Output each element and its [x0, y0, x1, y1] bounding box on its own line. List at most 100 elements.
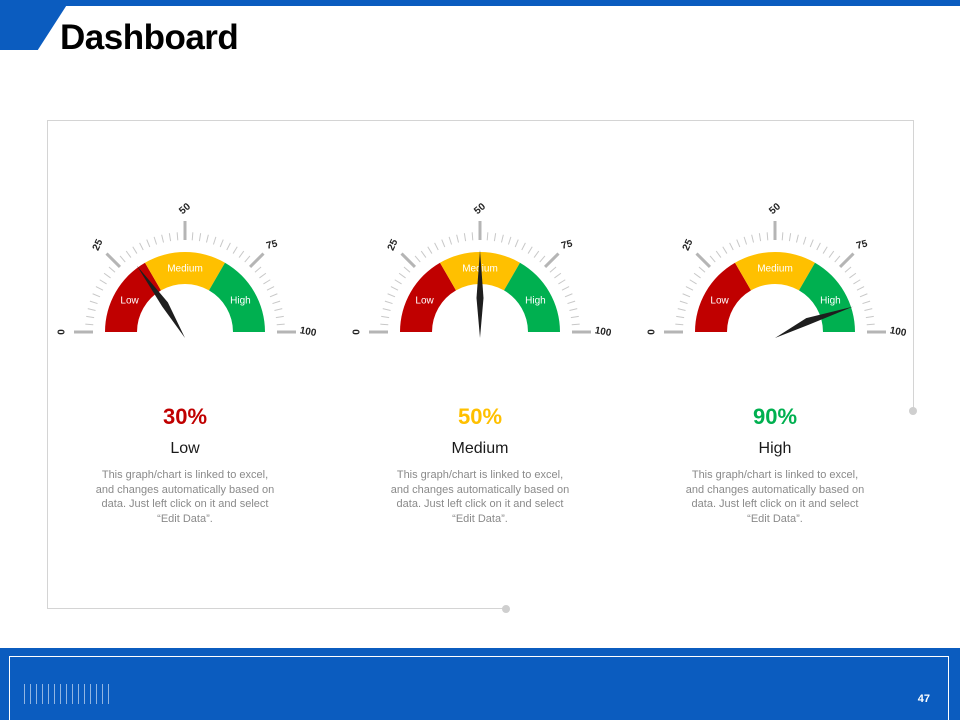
gauge-minor-tick	[394, 279, 402, 285]
gauge-minor-tick	[828, 250, 835, 258]
footer-bar	[0, 648, 960, 720]
gauge-minor-tick	[676, 315, 685, 319]
gauge-minor-tick	[398, 272, 406, 279]
footer-decoration	[24, 684, 114, 704]
gauge-minor-tick	[205, 234, 209, 243]
gauge-minor-tick	[758, 233, 762, 242]
gauge-minor-tick	[463, 233, 467, 242]
gauge-minor-tick	[864, 308, 873, 312]
gauge-minor-tick	[844, 266, 852, 273]
gauge-minor-tick	[866, 323, 875, 326]
gauge-1-percent: 30%	[162, 404, 208, 429]
gauge-tick-label: 50	[177, 201, 193, 217]
gauge-3-description: This graph/chart is linked to excel, and…	[685, 469, 865, 525]
gauge-tick-label: 50	[767, 201, 783, 217]
gauge-minor-tick	[168, 233, 172, 242]
gauge-minor-tick	[471, 232, 474, 241]
gauge-minor-tick	[795, 234, 799, 243]
gauge-tick-label: 25	[681, 237, 696, 252]
gauge-minor-tick	[275, 315, 284, 319]
gauge-minor-tick	[456, 234, 460, 243]
gauge-minor-tick	[232, 246, 238, 254]
gauge-1: Low Medium High 0 25 50 75 100	[57, 201, 318, 339]
gauge-minor-tick	[500, 234, 504, 243]
gauge-minor-tick	[403, 266, 411, 273]
gauge-minor-tick	[390, 286, 399, 291]
gauge-minor-tick	[709, 255, 716, 263]
gauge-minor-tick	[736, 239, 741, 248]
gauge-minor-tick	[244, 255, 251, 263]
frame-bottom-line	[47, 608, 507, 609]
gauge-tick-label: 100	[299, 325, 318, 339]
gauge-major-tick	[105, 252, 122, 269]
gauge-tick-label: 50	[472, 201, 488, 217]
gauge-tick-label: 75	[265, 238, 279, 252]
gauge-major-tick	[400, 252, 417, 269]
gauge-tick-label: 100	[889, 325, 908, 339]
gauge-minor-tick	[219, 239, 224, 248]
gauge-minor-tick	[539, 255, 546, 263]
gauge-tick-label: 25	[91, 237, 106, 252]
gauge-minor-tick	[486, 232, 489, 241]
gauge-minor-tick	[677, 308, 686, 312]
gauge-minor-tick	[679, 300, 688, 305]
gauge-minor-tick	[384, 300, 393, 305]
gauge-minor-tick	[693, 272, 701, 279]
gauge-minor-tick	[533, 250, 540, 258]
gauge-1-needle	[136, 265, 185, 338]
gauge-minor-tick	[89, 300, 98, 305]
gauge-2-zone-1	[400, 262, 457, 332]
gauge-major-tick	[248, 252, 265, 269]
gauge-tick-label: 75	[855, 238, 869, 252]
gauge-tick-label: 0	[57, 329, 68, 335]
gauge-tick-label: 100	[594, 325, 613, 339]
page-title: Dashboard	[60, 18, 239, 57]
gauge-minor-tick	[132, 246, 138, 254]
gauge-3-zone-label: Low	[710, 295, 729, 306]
gauge-minor-tick	[722, 246, 728, 254]
gauge-minor-tick	[139, 242, 144, 251]
gauge-tick-label: 75	[560, 238, 574, 252]
gauge-minor-tick	[561, 286, 570, 291]
page-number: 47	[917, 693, 930, 705]
frame-right-line	[913, 120, 914, 410]
gauge-2-caption: Medium	[451, 440, 509, 457]
gauge-minor-tick	[103, 272, 111, 279]
gauge-minor-tick	[276, 323, 285, 326]
gauge-minor-tick	[254, 266, 262, 273]
gauge-minor-tick	[161, 234, 165, 243]
gauge-minor-tick	[567, 300, 576, 305]
gauge-minor-tick	[571, 323, 580, 326]
gauge-3-zone-1	[695, 262, 752, 332]
gauge-minor-tick	[226, 242, 231, 251]
gauge-minor-tick	[809, 239, 814, 248]
gauge-minor-tick	[570, 315, 579, 319]
gauge-minor-tick	[682, 293, 691, 298]
gauge-1-zone-2	[144, 252, 226, 291]
gauge-minor-tick	[822, 246, 828, 254]
gauge-minor-tick	[176, 232, 179, 241]
gauge-minor-tick	[514, 239, 519, 248]
gauge-minor-tick	[382, 308, 391, 312]
gauge-minor-tick	[558, 279, 566, 285]
gauge-1-description: This graph/chart is linked to excel, and…	[95, 469, 275, 525]
gauge-minor-tick	[414, 255, 421, 263]
footer-frame	[9, 656, 949, 720]
gauge-minor-tick	[87, 308, 96, 312]
gauge-minor-tick	[493, 233, 497, 242]
gauge-minor-tick	[146, 239, 151, 248]
gauge-minor-tick	[715, 250, 722, 258]
gauge-2-percent: 50%	[457, 404, 503, 429]
gauge-minor-tick	[569, 308, 578, 312]
gauge-minor-tick	[269, 293, 278, 298]
gauge-2-needle	[476, 250, 484, 338]
gauge-minor-tick	[99, 279, 107, 285]
gauge-minor-tick	[507, 236, 512, 245]
gauge-minor-tick	[119, 255, 126, 263]
gauge-minor-tick	[191, 232, 194, 241]
frame-dot-right	[909, 407, 917, 415]
gauge-minor-tick	[849, 272, 857, 279]
gauge-minor-tick	[420, 250, 427, 258]
gauge-minor-tick	[729, 242, 734, 251]
gauge-minor-tick	[272, 300, 281, 305]
